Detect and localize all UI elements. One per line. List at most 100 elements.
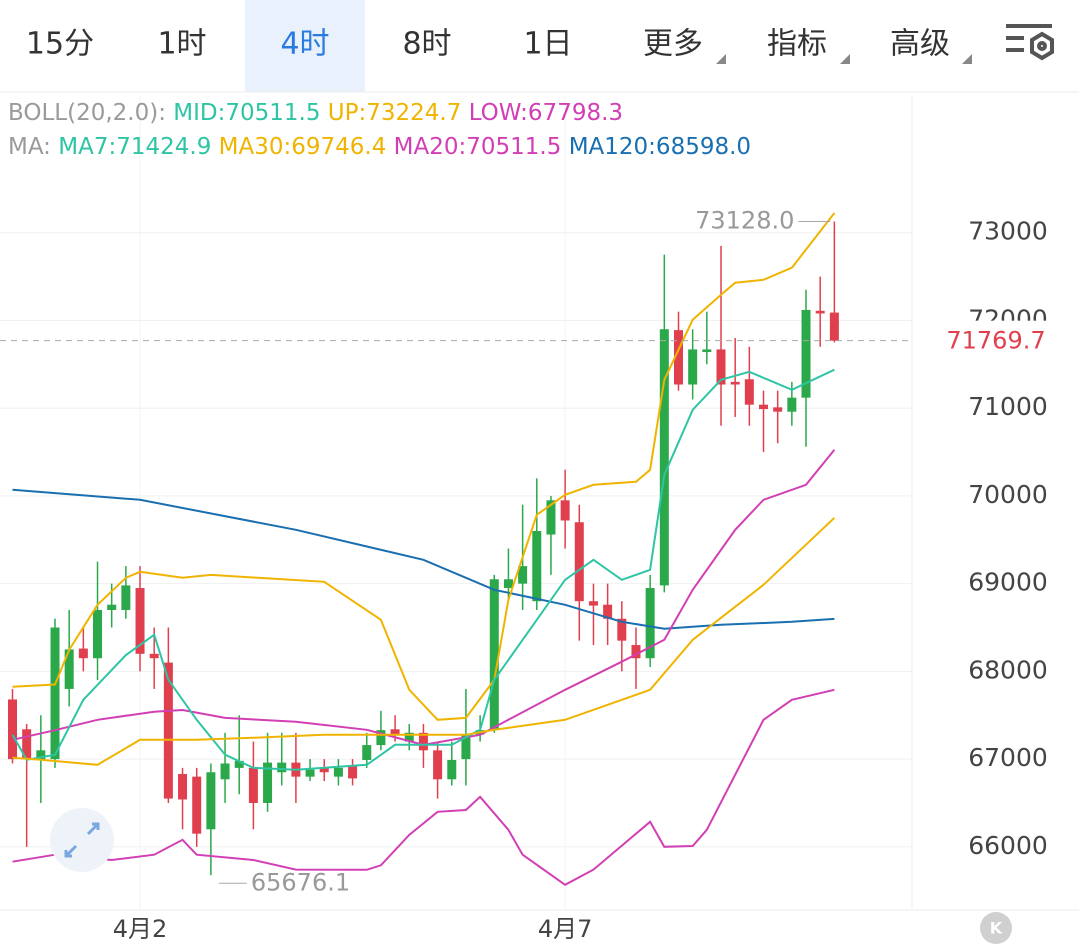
- legend-item: LOW:67798.3: [469, 100, 623, 126]
- tab-bar: [0, 0, 1079, 92]
- candle-body: [319, 767, 329, 773]
- y-tick-label: 71000: [968, 392, 1048, 421]
- candle-body: [178, 774, 188, 800]
- candle-body: [532, 531, 542, 602]
- candle-body: [560, 500, 570, 521]
- legend-item: BOLL(20,2.0):: [8, 100, 166, 126]
- indicator-line: [11, 368, 835, 771]
- candle-body: [192, 776, 202, 834]
- candle-body: [78, 648, 88, 659]
- candle-body: [234, 760, 244, 768]
- candle-body: [801, 309, 811, 398]
- legend-item: MA20:70511.5: [394, 134, 562, 160]
- tab[interactable]: 15分: [26, 27, 94, 62]
- candle-body: [277, 762, 287, 773]
- candle-body: [688, 349, 698, 385]
- candle-body: [787, 397, 797, 412]
- candle-body: [603, 604, 613, 619]
- candle-body: [163, 662, 173, 799]
- dropdown-arrow: [962, 54, 972, 64]
- candle-body: [518, 566, 528, 584]
- candle-body: [574, 522, 584, 602]
- candle-body: [121, 585, 131, 610]
- legend-item: MID:70511.5: [173, 100, 320, 126]
- tab[interactable]: 指标: [767, 27, 827, 62]
- candle-body: [546, 500, 556, 535]
- candle-body: [461, 734, 471, 760]
- kline-button[interactable]: K: [980, 912, 1012, 944]
- candle-body: [36, 750, 46, 760]
- plot: 73128.0 65676.1: [0, 207, 912, 896]
- expand-button[interactable]: [50, 808, 114, 872]
- tab[interactable]: 8时: [402, 27, 451, 62]
- candle-body: [716, 349, 726, 385]
- tab[interactable]: 高级: [890, 27, 950, 62]
- candle-body: [404, 732, 414, 742]
- candle-body: [376, 730, 386, 746]
- tab[interactable]: 4时: [280, 27, 329, 62]
- dropdown-arrow: [716, 54, 726, 64]
- grid: [0, 95, 912, 910]
- high-label: 73128.0: [695, 207, 794, 235]
- candle-body: [503, 579, 513, 589]
- legend-item: MA30:69746.4: [219, 134, 387, 160]
- last-price-label: 71769.7: [946, 327, 1045, 355]
- y-tick-label: 70000: [968, 480, 1048, 509]
- candle-body: [149, 653, 159, 659]
- candle-body: [333, 767, 343, 777]
- indicator-line: [12, 488, 835, 630]
- kline-button-label: K: [990, 919, 1003, 938]
- candle-body: [390, 729, 400, 736]
- candle-body: [418, 732, 428, 751]
- candle-body: [588, 601, 598, 606]
- candle-body: [631, 645, 641, 659]
- candle-body: [433, 750, 443, 780]
- y-tick-label: 67000: [968, 743, 1048, 772]
- tab[interactable]: 1时: [157, 27, 206, 62]
- settings-icon[interactable]: [1006, 24, 1054, 61]
- x-tick-label: 4月2: [113, 915, 168, 943]
- candle-body: [744, 379, 754, 405]
- y-tick-label: 66000: [968, 831, 1048, 860]
- candle-body: [702, 349, 712, 353]
- indicator-line: [12, 688, 835, 886]
- indicator-line: [12, 517, 836, 766]
- candle-body: [248, 767, 258, 803]
- candle-body: [617, 618, 627, 641]
- x-tick-label: 4月7: [538, 915, 593, 943]
- dropdown-arrow: [840, 54, 850, 64]
- indicator-legend: BOLL(20,2.0): MID:70511.5 UP:73224.7 LOW…: [8, 100, 623, 126]
- candle-body: [93, 609, 103, 659]
- legend-item: MA7:71424.9: [58, 134, 211, 160]
- candle-body: [447, 759, 457, 780]
- last-price-tag: [918, 320, 1079, 361]
- legend-item: MA:: [8, 134, 51, 160]
- candle-body: [829, 312, 839, 341]
- indicator-line: [12, 449, 836, 746]
- candle-body: [8, 699, 17, 760]
- candle-body: [645, 588, 655, 659]
- tab[interactable]: 1日: [523, 27, 572, 62]
- y-tick-label: 69000: [968, 568, 1048, 597]
- indicator-legend: MA: MA7:71424.9 MA30:69746.4 MA20:70511.…: [8, 134, 751, 160]
- candle-body: [773, 407, 783, 412]
- candle-body: [220, 763, 230, 780]
- y-tick-label: 73000: [968, 217, 1048, 246]
- candle-body: [489, 579, 499, 731]
- tab[interactable]: 更多: [643, 27, 703, 62]
- legend-item: UP:73224.7: [328, 100, 462, 126]
- candle-body: [759, 404, 769, 410]
- candle-body: [659, 329, 669, 586]
- tab-selected-bg: [245, 0, 365, 92]
- candle-body: [263, 762, 273, 803]
- candle-body: [22, 729, 32, 760]
- low-label: 65676.1: [251, 868, 350, 896]
- candle-body: [64, 649, 74, 689]
- y-tick-label: 68000: [968, 655, 1048, 684]
- candle-body: [50, 627, 60, 760]
- candle-body: [305, 769, 315, 777]
- legend-item: MA120:68598.0: [569, 134, 751, 160]
- candle-body: [206, 772, 216, 830]
